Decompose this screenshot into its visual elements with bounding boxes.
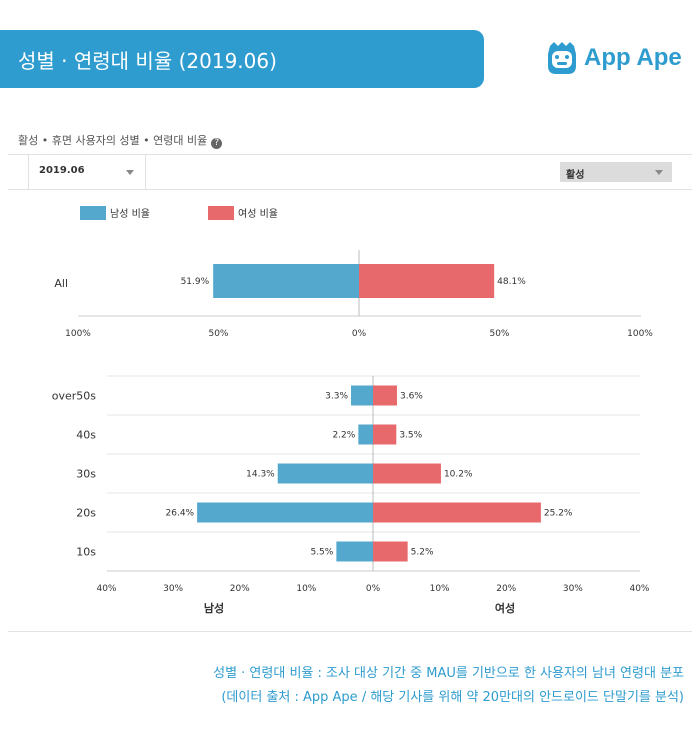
data-label-male-40s: 2.2% [332, 431, 355, 441]
status-value: 활성 [566, 170, 585, 181]
header-banner: 성별 · 연령대 비율 (2019.06) [0, 30, 484, 88]
ape-face-icon [548, 42, 576, 74]
app-ape-logo: App Ape [542, 40, 692, 80]
chart2-tick-label: 40% [629, 584, 649, 594]
data-label-female-40s: 3.5% [399, 431, 422, 441]
bar-male-all [213, 264, 359, 298]
data-label-female-30s: 10.2% [444, 470, 473, 480]
bar-female-over50s [373, 385, 397, 406]
bar-female-10s [373, 541, 408, 562]
chart1-tick-label: 100% [65, 329, 91, 339]
section-title-text: 활성 • 휴면 사용자의 성별 • 연령대 비율 [18, 134, 208, 147]
chart2-tick-label: 20% [230, 584, 250, 594]
bottom-divider [8, 631, 692, 632]
data-label-female-over50s: 3.6% [400, 392, 423, 402]
bar-male-over50s [351, 385, 373, 406]
data-label-female-10s: 5.2% [411, 548, 434, 558]
chart2-tick-label: 0% [366, 584, 381, 594]
chart1-tick-label: 50% [489, 329, 509, 339]
chart2-tick-label: 20% [496, 584, 516, 594]
chart1-category-label: All [54, 277, 68, 290]
chart1-tick-label: 100% [627, 329, 653, 339]
chart2-tick-label: 30% [563, 584, 583, 594]
page-title: 성별 · 연령대 비율 (2019.06) [18, 49, 277, 73]
caption-line-2: (데이터 출처 : App Ape / 해당 기사를 위해 약 20만대의 안드… [221, 690, 684, 705]
bar-female-30s [373, 463, 441, 484]
chart2-xlabel-left: 남성 [204, 601, 224, 615]
bar-female-20s [373, 502, 541, 523]
data-label-male-30s: 14.3% [246, 470, 275, 480]
category-label-30s: 30s [76, 468, 96, 481]
legend-female-swatch [208, 206, 234, 220]
status-select[interactable]: 활성 [560, 162, 672, 182]
chart1-tick-label: 0% [352, 329, 367, 339]
category-label-40s: 40s [76, 429, 96, 442]
bar-female-40s [373, 424, 397, 445]
period-select[interactable]: 2019.06 [28, 155, 146, 189]
category-label-20s: 20s [76, 507, 96, 520]
category-label-over50s: over50s [52, 390, 97, 403]
chevron-down-icon [655, 170, 663, 175]
chart2-tick-label: 40% [96, 584, 116, 594]
bar-male-20s [197, 502, 373, 523]
data-label-male-over50s: 3.3% [325, 392, 348, 402]
bar-male-10s [336, 541, 373, 562]
data-label-male-all: 51.9% [181, 277, 210, 287]
period-value: 2019.06 [39, 165, 85, 176]
chart2-tick-label: 10% [430, 584, 450, 594]
chart1-tick-label: 50% [208, 329, 228, 339]
chart2-tick-label: 30% [163, 584, 183, 594]
help-icon[interactable]: ? [211, 138, 223, 149]
data-label-male-20s: 26.4% [166, 509, 195, 519]
chart2-tick-label: 10% [296, 584, 316, 594]
bar-male-30s [277, 463, 373, 484]
legend-male-label: 남성 비율 [110, 208, 150, 220]
data-label-male-10s: 5.5% [310, 548, 333, 558]
bar-male-40s [358, 424, 373, 445]
legend-female-label: 여성 비율 [238, 208, 278, 220]
data-label-female-all: 48.1% [497, 277, 526, 287]
logo-text: App Ape [584, 44, 682, 71]
caption-line-1: 성별 · 연령대 비율 : 조사 대상 기간 중 MAU를 기반으로 한 사용자… [213, 666, 684, 681]
chart2-xlabel-right: 여성 [495, 601, 515, 615]
data-label-female-20s: 25.2% [544, 509, 573, 519]
chevron-down-icon [126, 170, 134, 175]
section-title: 활성 • 휴면 사용자의 성별 • 연령대 비율? [18, 132, 223, 149]
legend-male-swatch [80, 206, 106, 220]
category-label-10s: 10s [76, 546, 96, 559]
gender-age-chart: 남성 비율 여성 비율 All 51.9% 48.1% 100% 50% 0% 50% 1… [52, 206, 653, 615]
filter-bar: 2019.06 활성 [8, 154, 692, 190]
bar-female-all [359, 264, 495, 298]
